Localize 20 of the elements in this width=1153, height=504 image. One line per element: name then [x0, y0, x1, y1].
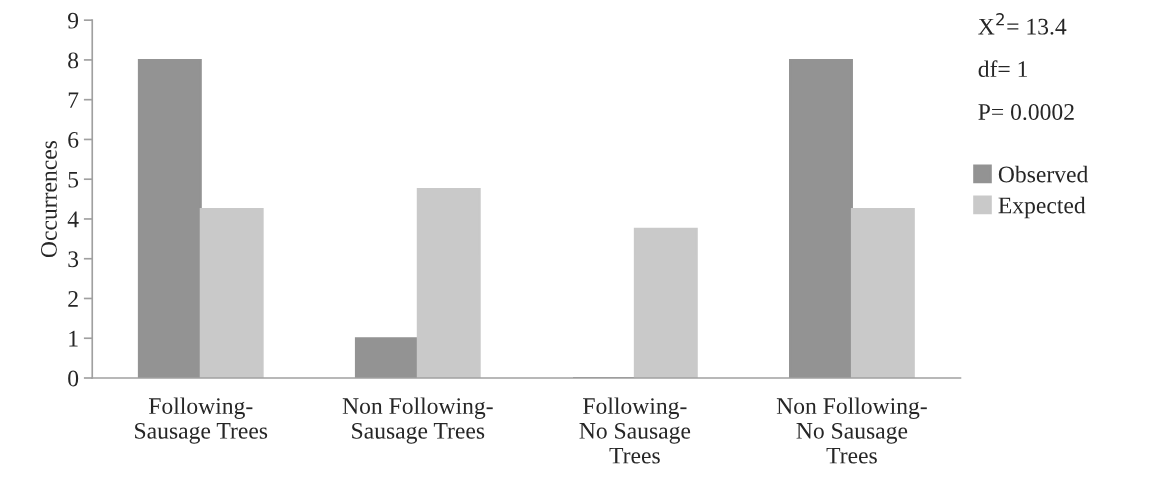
text: X$^{2}$= 13.4 — [978, 13, 1067, 35]
y-tick-label: 7 — [68, 92, 79, 108]
y-tick-label: 0 — [68, 370, 79, 387]
y-tick-label: 8 — [68, 52, 79, 69]
y-tick-label: 6 — [68, 132, 79, 148]
y-tick-label: 4 — [67, 211, 79, 228]
x-tick-label: Following- No Sausage Trees — [579, 397, 691, 464]
y-tick-label: 1 — [69, 330, 78, 347]
x-tick-label: Non Following- No Sausage Trees — [776, 397, 927, 464]
x-tick-label: Following- Sausage Trees — [135, 397, 268, 444]
y-axis-title: Occurrences — [41, 140, 57, 258]
text: P= 0.0002 — [978, 104, 1074, 121]
text: df= 1 — [978, 60, 1028, 78]
y-tick-label: 3 — [68, 251, 79, 268]
x-tick-label: Non Following- Sausage Trees — [342, 397, 493, 444]
y-tick-label: 9 — [68, 12, 79, 29]
y-tick-label: 5 — [68, 171, 79, 188]
legend-label: Observed — [998, 165, 1089, 183]
legend-label: Expected — [998, 196, 1086, 219]
y-tick-label: 2 — [68, 291, 78, 307]
